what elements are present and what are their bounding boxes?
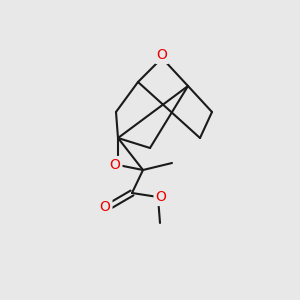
Text: O: O (110, 158, 120, 172)
Text: O: O (156, 190, 167, 204)
Text: O: O (100, 200, 110, 214)
Text: O: O (157, 48, 167, 62)
